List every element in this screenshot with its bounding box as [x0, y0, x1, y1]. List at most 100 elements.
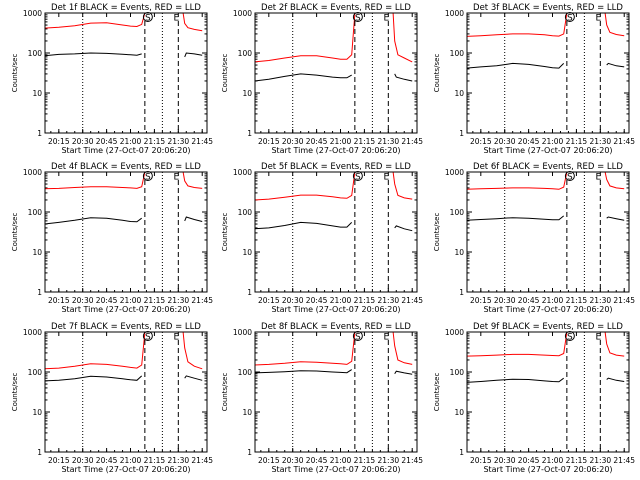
panel-title: Det 2f BLACK = Events, RED = LLD	[261, 3, 411, 13]
x-tick-label: 21:30	[590, 296, 612, 305]
marker-label-e: E	[383, 14, 389, 24]
x-tick-label: 20:15	[48, 296, 70, 305]
x-tick-label: 20:45	[518, 137, 540, 146]
lld-rate-line-2	[182, 331, 203, 370]
x-tick-label: 21:00	[330, 456, 352, 465]
x-axis-label: Start Time (27-Oct-07 20:06:20)	[271, 465, 400, 474]
x-tick-label: 21:15	[144, 296, 166, 305]
events-rate-line-2	[184, 375, 203, 381]
lld-rate-line-2	[604, 12, 625, 37]
x-axis-label: Start Time (27-Oct-07 20:06:20)	[483, 305, 612, 314]
x-axis-label: Start Time (27-Oct-07 20:06:20)	[483, 146, 612, 155]
x-tick-label: 20:15	[258, 296, 280, 305]
events-rate-line-2	[394, 73, 413, 82]
events-rate-line-1	[254, 73, 352, 82]
y-tick-label: 1000	[445, 328, 464, 337]
x-tick-label: 21:45	[613, 296, 635, 305]
x-tick-label: 21:30	[378, 456, 400, 465]
y-tick-label: 1	[459, 288, 464, 297]
events-rate-line-1	[254, 369, 352, 374]
events-rate-line-1	[44, 375, 143, 382]
x-tick-label: 21:00	[120, 296, 142, 305]
marker-label-e: E	[595, 173, 601, 183]
x-tick-label: 20:15	[470, 137, 492, 146]
detector-panel-9: 20:15 20:30 20:45 21:00 21:15 21:30 21:45 1 10 10…	[433, 322, 635, 474]
events-rate-line-2	[184, 216, 203, 222]
y-tick-label: 1000	[445, 168, 464, 177]
x-tick-label: 20:30	[72, 296, 94, 305]
x-tick-label: 21:15	[354, 137, 376, 146]
x-tick-label: 20:30	[282, 137, 304, 146]
y-tick-label: 100	[450, 208, 465, 217]
x-tick-label: 21:15	[354, 296, 376, 305]
x-tick-label: 20:30	[494, 137, 516, 146]
plot-frame	[254, 331, 418, 453]
x-tick-label: 21:00	[542, 456, 564, 465]
lld-rate-line-1	[44, 171, 146, 190]
y-tick-label: 1000	[233, 9, 252, 18]
x-tick-label: 21:45	[613, 456, 635, 465]
x-axis-label: Start Time (27-Oct-07 20:06:20)	[271, 146, 400, 155]
detector-panel-2: 20:15 20:30 20:45 21:00 21:15 21:30 21:45 1 10 10…	[221, 3, 423, 155]
y-tick-label: 100	[28, 368, 43, 377]
x-tick-label: 20:45	[306, 137, 328, 146]
marker-label-e: E	[173, 333, 179, 343]
x-tick-label: 21:45	[401, 456, 423, 465]
x-tick-label: 20:15	[48, 137, 70, 146]
panel-title: Det 7f BLACK = Events, RED = LLD	[51, 322, 201, 332]
y-tick-label: 1000	[445, 9, 464, 18]
lld-rate-line-1	[466, 171, 568, 190]
x-tick-label: 20:15	[470, 456, 492, 465]
marker-label-s: S	[567, 173, 573, 183]
lld-rate-line-1	[466, 331, 568, 357]
marker-label-s: S	[355, 173, 361, 183]
x-tick-label: 21:30	[168, 137, 190, 146]
y-tick-label: 1	[37, 288, 42, 297]
y-tick-label: 10	[32, 89, 42, 98]
y-tick-label: 1000	[233, 328, 252, 337]
y-tick-label: 1	[459, 448, 464, 457]
x-tick-label: 20:45	[306, 296, 328, 305]
panel-title: Det 6f BLACK = Events, RED = LLD	[473, 162, 623, 172]
events-rate-line-2	[606, 216, 625, 221]
x-tick-label: 21:45	[191, 456, 213, 465]
lld-rate-line-1	[44, 331, 146, 370]
y-tick-label: 10	[32, 408, 42, 417]
y-tick-label: 1000	[23, 328, 42, 337]
events-rate-line-1	[466, 215, 565, 221]
marker-label-e: E	[173, 173, 179, 183]
x-tick-label: 20:45	[96, 137, 118, 146]
detector-panel-5: 20:15 20:30 20:45 21:00 21:15 21:30 21:45 1 10 10…	[221, 162, 423, 314]
y-axis-label: Counts/sec	[11, 213, 19, 252]
events-rate-line-1	[466, 377, 565, 383]
x-tick-label: 21:00	[330, 137, 352, 146]
plot-frame	[254, 12, 418, 134]
x-tick-label: 21:30	[590, 456, 612, 465]
x-tick-label: 21:45	[401, 296, 423, 305]
x-tick-label: 21:30	[378, 137, 400, 146]
y-tick-label: 100	[450, 368, 465, 377]
lld-rate-line-2	[604, 171, 625, 190]
y-axis-label: Counts/sec	[221, 54, 229, 93]
y-tick-label: 100	[450, 49, 465, 58]
y-axis-label: Counts/sec	[221, 213, 229, 252]
x-tick-label: 20:45	[96, 296, 118, 305]
x-tick-label: 21:00	[120, 456, 142, 465]
x-tick-label: 20:15	[258, 137, 280, 146]
detector-panel-7: 20:15 20:30 20:45 21:00 21:15 21:30 21:45 1 10 10…	[11, 322, 213, 474]
marker-label-s: S	[567, 333, 573, 343]
x-tick-label: 20:15	[258, 456, 280, 465]
x-tick-label: 21:45	[613, 137, 635, 146]
marker-label-e: E	[595, 333, 601, 343]
detector-panel-4: 20:15 20:30 20:45 21:00 21:15 21:30 21:45 1 10 10…	[11, 162, 213, 314]
x-tick-label: 20:30	[494, 456, 516, 465]
y-tick-label: 10	[454, 408, 464, 417]
x-tick-label: 20:45	[518, 456, 540, 465]
plot-frame	[44, 331, 208, 453]
panel-title: Det 4f BLACK = Events, RED = LLD	[51, 162, 201, 172]
panel-title: Det 8f BLACK = Events, RED = LLD	[261, 322, 411, 332]
y-axis-label: Counts/sec	[221, 373, 229, 412]
x-tick-label: 21:30	[590, 137, 612, 146]
x-tick-label: 21:45	[191, 296, 213, 305]
events-rate-line-1	[44, 52, 142, 57]
